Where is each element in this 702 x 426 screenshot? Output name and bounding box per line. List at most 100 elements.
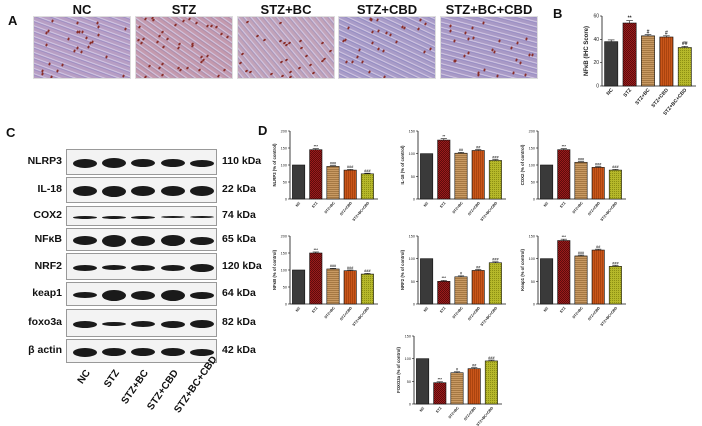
significance-marker: ###: [578, 251, 585, 255]
significance-marker: ##: [476, 145, 481, 149]
y-axis-label: COX2 (% of control): [520, 144, 525, 185]
panel-letter-b: B: [553, 6, 563, 21]
bar-stz: [557, 240, 571, 305]
significance-marker: ##: [596, 245, 601, 249]
x-category-label: STZ: [559, 305, 567, 313]
bar-stz-cbd: [471, 150, 485, 200]
x-category-label: STZ: [435, 405, 443, 413]
bar-nc: [540, 258, 554, 305]
blot-band: [190, 159, 214, 167]
x-category-label: STZ: [311, 200, 319, 208]
y-tick-label: 150: [529, 235, 535, 239]
y-tick-label: 50: [531, 181, 535, 185]
bar-stz: [437, 281, 451, 305]
blot-band: [131, 348, 155, 356]
bar-nc: [604, 41, 619, 87]
x-category-label: STZ+BC: [324, 306, 336, 320]
blot-strip: [66, 339, 217, 363]
bar-stz-cbd: [471, 270, 485, 305]
blot-strip: [66, 309, 217, 337]
blot-band: [161, 159, 185, 167]
bar-stz: [622, 22, 637, 87]
significance-marker: ***: [562, 235, 567, 239]
bar-nc: [420, 153, 434, 200]
bar-stz-bc-cbd: [488, 262, 502, 305]
y-axis-label: IL-18 (% of control): [400, 145, 405, 184]
y-tick-label: 150: [409, 130, 415, 134]
significance-marker: ***: [314, 144, 319, 148]
blot-band: [73, 186, 97, 196]
bar-chart-svg: COX2 (% of control) 0 50 100 150 200 NC *** STZ #…: [520, 130, 626, 222]
x-category-label: NC: [419, 406, 426, 413]
bar-chart-svg: NLRP3 (% of control) 0 50 100 150 200 NC *** STZ…: [272, 130, 378, 222]
y-tick-label: 150: [281, 252, 287, 256]
bar-chart-svg: NFκB (IHC Score)0204060NC**STZ#STZ+BC#ST…: [584, 14, 696, 117]
protein-label: IL-18: [37, 183, 62, 195]
chart-d-keap1: Keap1 (% of control) 0 50 100 150 NC *** STZ ###…: [516, 230, 628, 332]
significance-marker: ##: [476, 265, 481, 269]
y-tick-label: 0: [533, 303, 535, 307]
blot-band: [190, 186, 214, 196]
x-category-label: STZ+BC: [324, 201, 336, 215]
x-category-label: STZ+BC: [634, 87, 651, 106]
significance-marker: ###: [364, 169, 371, 173]
bar-stz-cbd: [659, 36, 674, 87]
x-category-label: STZ+CBD: [463, 406, 477, 422]
significance-marker: ###: [492, 258, 499, 262]
blot-band: [102, 185, 126, 197]
protein-label: β actin: [28, 344, 62, 356]
bar-nc: [292, 164, 306, 200]
y-tick-label: 100: [409, 152, 415, 156]
significance-marker: ###: [612, 261, 619, 265]
x-category-label: NC: [295, 306, 302, 313]
blot-band: [73, 320, 97, 328]
x-category-label: STZ+BC: [572, 201, 584, 215]
y-tick-label: 50: [407, 380, 411, 384]
chart-d-nfkb: NFκB (% of control) 0 50 100 150 200 NC *** STZ #…: [268, 230, 380, 332]
x-category-label: STZ+BC: [452, 201, 464, 215]
x-category-label: STZ: [439, 305, 447, 313]
bar-nc: [292, 269, 306, 305]
blot-band: [190, 263, 214, 272]
y-tick-label: 200: [281, 130, 287, 134]
x-category-label: STZ+BC+CBD: [480, 306, 499, 327]
chart-d-nrf2: NRF2 (% of control) 0 50 100 150 NC *** STZ # STZ…: [396, 230, 508, 332]
bar-stz-bc-cbd: [488, 160, 502, 200]
molecular-weight-label: 42 kDa: [222, 344, 256, 356]
x-category-label: STZ: [622, 87, 633, 98]
molecular-weight-label: 120 kDa: [222, 259, 262, 272]
y-tick-label: 20: [593, 60, 599, 66]
blot-band: [161, 186, 185, 196]
blot-band: [73, 158, 97, 168]
x-category-label: STZ+BC+CBD: [352, 201, 371, 222]
protein-label: keap1: [32, 287, 62, 299]
blot-band: [73, 292, 97, 298]
blot-band: [190, 216, 214, 218]
panel-letter-d: D: [258, 123, 268, 138]
bar-stz-cbd: [343, 270, 357, 305]
blot-strip: [66, 253, 217, 280]
x-category-label: STZ: [311, 305, 319, 313]
bar-stz: [437, 139, 451, 200]
bar-nc: [420, 258, 434, 305]
significance-marker: #: [456, 368, 459, 372]
y-tick-label: 100: [281, 164, 287, 168]
blot-band: [102, 215, 126, 219]
bar-nc: [540, 164, 554, 200]
blot-band: [102, 289, 126, 301]
y-tick-label: 150: [281, 147, 287, 151]
y-tick-label: 50: [411, 175, 415, 179]
y-tick-label: 150: [409, 235, 415, 239]
significance-marker: **: [442, 135, 445, 139]
significance-marker: ###: [492, 155, 499, 159]
bar-stz-cbd: [467, 368, 481, 405]
histology-title: STZ: [171, 2, 197, 17]
bar-stz: [433, 382, 447, 405]
y-tick-label: 0: [285, 198, 287, 202]
bar-chart-svg: FOXO3a (% of control) 0 50 100 150 NC *** STZ # S…: [396, 335, 502, 426]
y-tick-label: 200: [281, 235, 287, 239]
x-category-label: NC: [423, 306, 430, 313]
panel-letter-a: A: [8, 13, 18, 28]
molecular-weight-label: 110 kDa: [222, 155, 262, 167]
blot-band: [131, 235, 155, 246]
